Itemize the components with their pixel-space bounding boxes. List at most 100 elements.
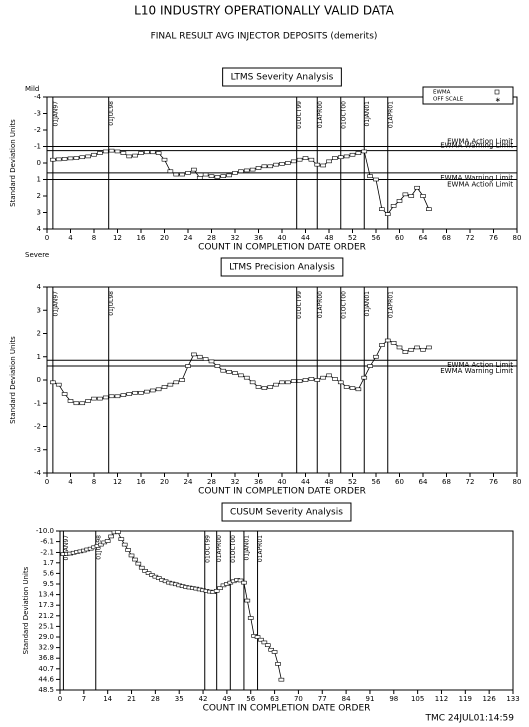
point <box>337 380 344 385</box>
y-axis-title: Standard Deviation Units <box>9 336 17 424</box>
point <box>226 370 232 374</box>
point <box>138 151 144 155</box>
x-tick-label: 24 <box>184 478 193 486</box>
y-tick-label: 17.3 <box>38 601 54 609</box>
point <box>179 172 185 177</box>
point <box>261 164 268 169</box>
point <box>308 157 315 162</box>
y-tick-label: 5.6 <box>43 569 55 577</box>
point <box>249 380 256 385</box>
point <box>220 174 227 178</box>
point <box>208 359 215 364</box>
limit-label: EWMA Warning Limit <box>440 142 513 150</box>
point <box>290 159 297 164</box>
panel-title-box <box>222 67 342 87</box>
point <box>155 387 162 392</box>
point <box>254 635 261 639</box>
point <box>238 169 244 174</box>
point <box>326 159 332 164</box>
x-tick-label: 48 <box>325 478 334 486</box>
point <box>217 586 223 590</box>
x-tick-label: 0 <box>45 234 49 242</box>
x-tick-label: 42 <box>199 695 208 703</box>
x-tick-label: 40 <box>278 234 287 242</box>
point <box>118 537 125 541</box>
point <box>214 364 221 368</box>
point <box>361 149 368 154</box>
point <box>191 167 197 172</box>
point <box>208 174 215 178</box>
point <box>104 539 111 543</box>
point <box>91 152 97 157</box>
y-tick-label: 44.6 <box>38 675 54 683</box>
point <box>258 637 264 642</box>
y-tick-label: 1 <box>37 176 41 184</box>
point <box>213 588 220 593</box>
point <box>290 379 297 383</box>
point <box>85 399 91 403</box>
event-label: 01APR00 <box>317 101 324 128</box>
point <box>326 373 332 378</box>
x-tick-label: 119 <box>459 695 472 703</box>
point <box>138 565 145 570</box>
x-tick-label: 7 <box>82 695 86 703</box>
x-tick-label: 20 <box>160 478 169 486</box>
point <box>144 389 150 394</box>
point <box>220 368 227 373</box>
point <box>115 530 121 534</box>
point <box>426 345 432 350</box>
point <box>161 157 168 162</box>
footer: TMC 24JUL01:14:59 <box>424 714 514 724</box>
y-tick-label: 48.5 <box>38 686 54 694</box>
event-label: 01JAN01 <box>364 291 371 317</box>
event-label: 01APR00 <box>317 291 324 318</box>
point <box>285 380 291 385</box>
point <box>73 401 80 406</box>
point <box>402 192 409 197</box>
point <box>337 155 344 160</box>
point <box>61 392 68 396</box>
point <box>255 385 262 389</box>
point <box>114 149 121 154</box>
x-tick-label: 70 <box>294 695 303 703</box>
point <box>379 207 385 211</box>
point <box>108 148 115 153</box>
point <box>314 162 321 167</box>
x-tick-label: 40 <box>278 478 287 486</box>
point <box>237 578 244 583</box>
point <box>67 156 74 161</box>
point <box>142 569 148 573</box>
y-tick-label: 0 <box>37 159 41 167</box>
point <box>226 173 232 178</box>
event-label: 01APR01 <box>387 101 394 128</box>
x-tick-label: 4 <box>68 234 73 242</box>
x-tick-label: 68 <box>442 478 451 486</box>
point <box>271 650 278 654</box>
point <box>296 379 303 383</box>
series-line <box>52 340 430 404</box>
point <box>167 382 174 387</box>
point <box>145 571 152 575</box>
y-tick-label: 32.9 <box>38 644 54 652</box>
point <box>79 401 86 406</box>
point <box>314 378 321 382</box>
point <box>50 157 56 162</box>
y-tick-label: 40.7 <box>38 665 54 673</box>
point <box>414 185 420 190</box>
y-tick-label: -2.1 <box>40 548 54 556</box>
point <box>155 576 162 580</box>
x-tick-label: 35 <box>175 695 184 703</box>
x-tick-label: 52 <box>348 234 357 242</box>
point <box>267 385 274 389</box>
point <box>97 396 103 401</box>
event-label: 01JAN97 <box>63 535 70 561</box>
y-tick-label: 3 <box>37 209 41 217</box>
point <box>102 395 109 400</box>
y-tick-label: 1.7 <box>43 559 54 567</box>
x-tick-label: 36 <box>254 478 263 486</box>
point <box>361 375 368 380</box>
point <box>355 151 362 155</box>
event-label: 01JAN01 <box>243 535 250 561</box>
top-label: Mild <box>25 85 39 93</box>
point <box>144 150 150 155</box>
